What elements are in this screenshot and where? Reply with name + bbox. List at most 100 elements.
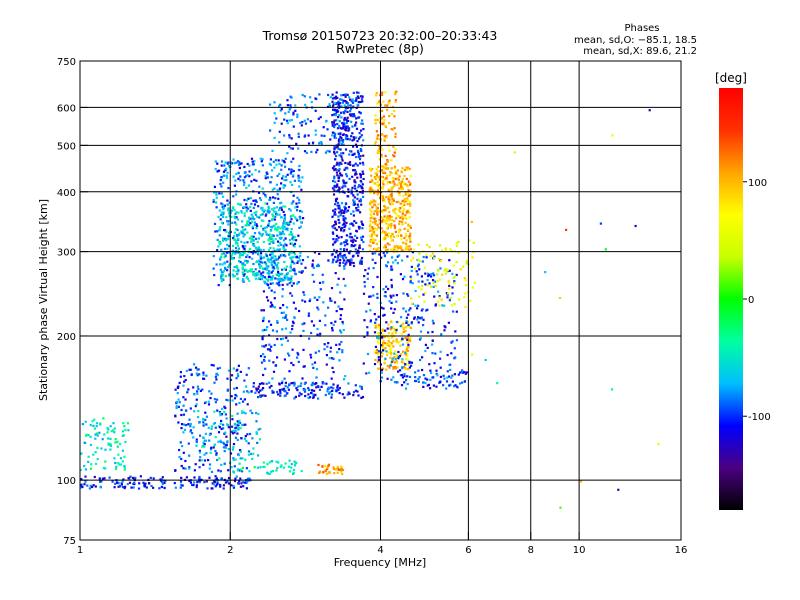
echo-point xyxy=(222,170,226,173)
echo-point xyxy=(193,469,196,472)
echo-point xyxy=(253,271,256,274)
echo-point xyxy=(311,381,314,384)
echo-point xyxy=(293,316,296,319)
echo-point xyxy=(286,173,289,176)
echo-point xyxy=(243,176,246,179)
echo-point xyxy=(346,110,349,113)
echo-point xyxy=(455,244,458,247)
echo-point xyxy=(337,102,340,105)
echo-point xyxy=(245,467,248,470)
echo-point xyxy=(343,222,346,225)
echo-point xyxy=(404,336,407,340)
echo-point xyxy=(264,174,267,177)
echo-point xyxy=(381,176,385,179)
echo-point xyxy=(401,187,404,191)
echo-point xyxy=(270,289,273,292)
echo-point xyxy=(388,366,391,369)
echo-point xyxy=(452,310,455,313)
echo-point xyxy=(296,351,299,355)
echo-point xyxy=(208,463,212,466)
echo-point xyxy=(288,277,291,280)
echo-point xyxy=(213,444,216,447)
echo-point xyxy=(333,241,336,244)
echo-point xyxy=(268,348,271,351)
echo-point xyxy=(377,226,380,229)
echo-point xyxy=(394,245,397,248)
echo-point xyxy=(326,149,329,152)
echo-point xyxy=(257,391,260,394)
echo-point xyxy=(392,180,395,183)
echo-point xyxy=(244,250,247,253)
echo-point xyxy=(180,413,183,417)
echo-point xyxy=(410,265,413,268)
echo-point xyxy=(393,208,396,211)
echo-point xyxy=(247,184,250,187)
echo-point xyxy=(337,116,340,119)
y-axis-label: Stationary phase Virtual Height [km] xyxy=(37,199,50,401)
echo-point xyxy=(284,268,287,271)
echo-point xyxy=(339,172,342,175)
echo-point xyxy=(326,345,329,348)
echo-point xyxy=(387,332,390,335)
echo-point xyxy=(406,168,409,171)
echo-point xyxy=(259,157,262,160)
echo-point xyxy=(358,158,362,161)
echo-point xyxy=(279,109,282,112)
echo-point xyxy=(277,270,280,273)
echo-point xyxy=(241,262,244,265)
echo-point xyxy=(387,235,390,238)
echo-point xyxy=(330,322,333,325)
echo-point xyxy=(209,448,213,451)
echo-point xyxy=(268,275,271,278)
echo-point xyxy=(337,103,340,106)
echo-point xyxy=(108,476,111,479)
echo-point xyxy=(340,111,343,114)
echo-point xyxy=(396,366,399,369)
echo-point xyxy=(339,307,342,311)
echo-point xyxy=(340,162,343,165)
echo-point xyxy=(287,465,290,468)
echo-point xyxy=(302,365,305,368)
echo-point xyxy=(392,199,395,202)
echo-point xyxy=(278,275,281,278)
echo-point xyxy=(344,161,347,165)
echo-point xyxy=(274,197,277,200)
echo-point xyxy=(389,203,392,206)
echo-point xyxy=(385,219,388,222)
echo-point xyxy=(195,440,198,444)
echo-point xyxy=(236,218,240,221)
echo-point xyxy=(307,312,310,315)
echo-point xyxy=(288,251,291,254)
echo-point xyxy=(279,390,282,393)
echo-point xyxy=(274,227,277,230)
echo-point xyxy=(81,423,84,426)
echo-point xyxy=(422,255,425,259)
echo-point xyxy=(288,253,291,256)
echo-point xyxy=(331,225,334,228)
echo-point xyxy=(237,269,240,272)
echo-point xyxy=(205,415,208,418)
echo-point xyxy=(369,169,373,172)
echo-point xyxy=(453,275,457,278)
echo-point xyxy=(295,202,298,205)
echo-point xyxy=(388,210,391,214)
echo-point xyxy=(381,352,384,355)
echo-point xyxy=(325,354,328,357)
echo-point xyxy=(277,226,280,229)
echo-point xyxy=(214,449,217,453)
echo-point xyxy=(138,482,141,485)
echo-point xyxy=(375,242,378,245)
echo-point xyxy=(183,380,186,383)
echo-point xyxy=(121,434,124,437)
echo-point xyxy=(310,100,313,104)
echo-point xyxy=(278,172,281,176)
echo-point xyxy=(223,405,226,408)
echo-point xyxy=(401,199,404,202)
echo-point xyxy=(357,205,360,209)
echo-point xyxy=(227,477,231,480)
echo-point xyxy=(114,482,117,485)
echo-point xyxy=(213,398,216,401)
echo-point xyxy=(247,450,251,453)
echo-point xyxy=(268,233,271,236)
echo-point xyxy=(232,257,235,260)
